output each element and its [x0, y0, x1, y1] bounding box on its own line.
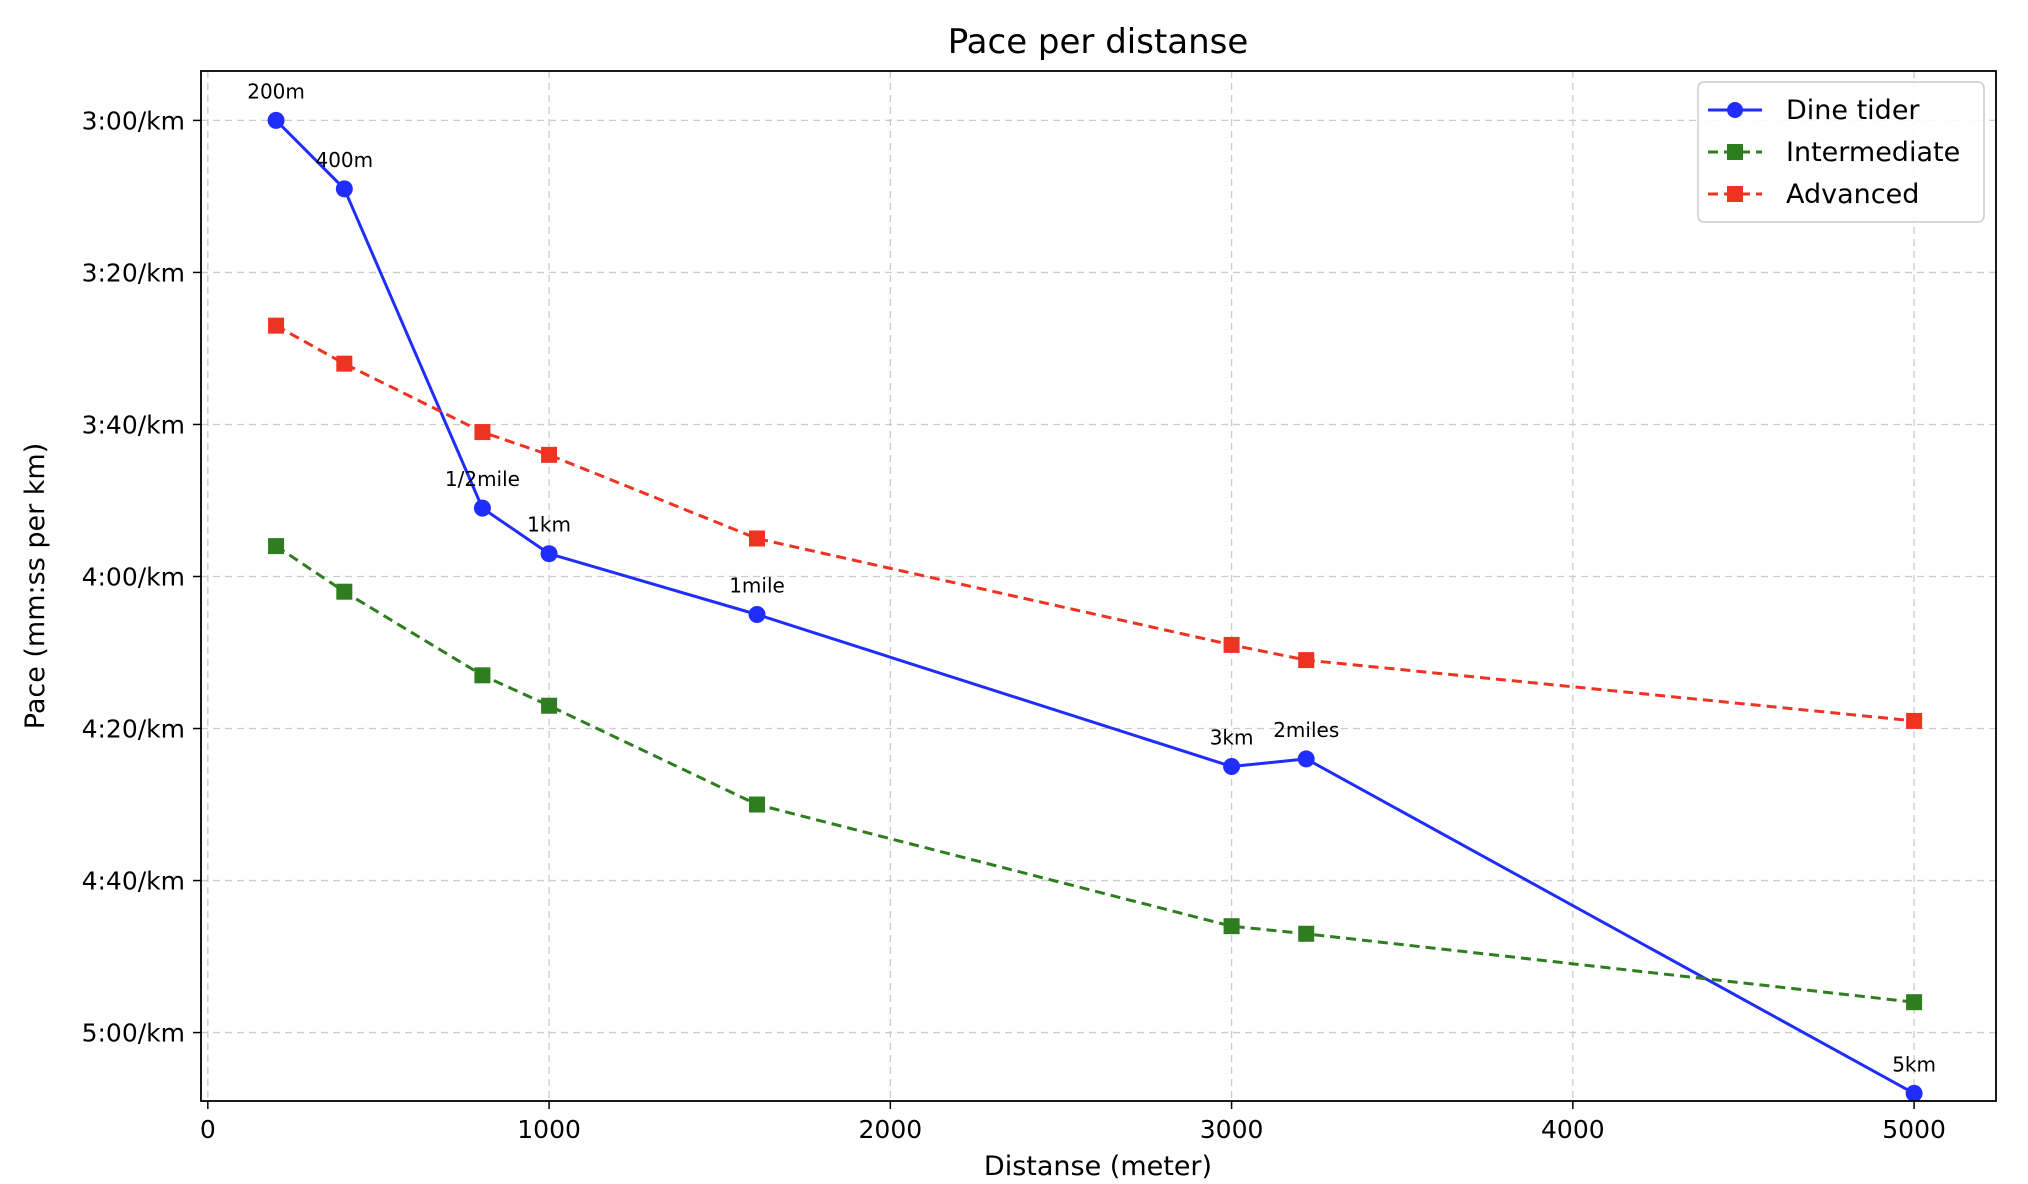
data-point-advanced: Advanced — 1mile: 3:55/km	[749, 530, 766, 547]
point-annotations: 200m 400m 1/2mile 1km 1mile 3km 2miles 5km	[247, 79, 1936, 1076]
point-annotation: 1km	[527, 513, 571, 537]
data-point-advanced: Advanced — 3km: 4:09/km	[1223, 636, 1240, 653]
y-tick-label: 4:40/km	[82, 867, 185, 896]
x-tick-label: 4000	[1541, 1115, 1605, 1144]
data-point-dine-tider: Dine tider — 5km: 5:08/km	[1905, 1084, 1923, 1102]
data-point-intermediate: Intermediate — 1/2mile: 4:13/km	[474, 667, 491, 684]
data-point-dine-tider: Dine tider — 1km: 3:57/km	[540, 545, 558, 563]
data-point-dine-tider: Dine tider — 1mile: 4:05/km	[748, 606, 766, 624]
x-tick-label: 3000	[1200, 1115, 1264, 1144]
point-annotation: 400m	[315, 148, 373, 172]
y-tick-label: 4:20/km	[82, 715, 185, 744]
y-axis-ticks: 3:00/km 3:20/km 3:40/km 4:00/km 4:20/km 4:40/…	[82, 106, 201, 1048]
point-annotation: 200m	[247, 79, 305, 103]
y-tick-label: 5:00/km	[82, 1019, 185, 1048]
series-line-dine-tider	[275, 119, 1915, 1095]
y-tick-label: 3:20/km	[82, 258, 185, 287]
legend-label-intermediate: Intermediate	[1786, 137, 1960, 168]
legend: Dine tider Intermediate Advanced	[1697, 81, 1985, 223]
y-axis-label: Pace (mm:ss per km)	[20, 443, 51, 730]
plot-frame	[200, 70, 1997, 1102]
point-annotation: 3km	[1210, 726, 1254, 750]
data-point-advanced: Advanced — 2miles: 4:11/km	[1298, 652, 1315, 669]
data-point-intermediate: Intermediate — 2miles: 4:47/km	[1298, 925, 1315, 942]
legend-label-advanced: Advanced	[1786, 179, 1919, 210]
point-annotation: 1/2mile	[445, 467, 520, 491]
chart-title: Pace per distanse	[948, 22, 1249, 62]
x-tick-label: 0	[200, 1115, 216, 1144]
y-tick-label: 4:00/km	[82, 562, 185, 591]
point-annotation: 1mile	[729, 574, 785, 598]
data-point-dine-tider: Dine tider — 1/2mile: 3:51/km	[473, 499, 491, 517]
legend-marker-dine-tider	[1727, 102, 1743, 118]
legend-box	[1697, 81, 1985, 223]
x-axis-ticks: 0 1000 2000 3000 4000 5000	[200, 1101, 1946, 1144]
point-annotation: 2miles	[1273, 718, 1339, 742]
series-line-advanced	[275, 324, 1915, 723]
data-point-advanced: Advanced — 1/2mile: 3:41/km	[474, 424, 491, 441]
data-point-advanced: Advanced — 200m: 3:27/km	[268, 317, 285, 334]
data-point-intermediate: Intermediate — 3km: 4:46/km	[1223, 918, 1240, 935]
data-point-intermediate: Intermediate — 400m: 4:02/km	[336, 583, 353, 600]
data-point-advanced: Advanced — 1km: 3:44/km	[541, 446, 558, 463]
data-point-advanced: Advanced — 5km: 4:19/km	[1906, 712, 1923, 729]
point-annotation: 5km	[1892, 1052, 1936, 1076]
data-point-dine-tider: Dine tider — 3km: 4:25/km	[1223, 758, 1241, 776]
data-point-advanced: Advanced — 400m: 3:32/km	[336, 355, 353, 372]
data-point-intermediate: Intermediate — 1km: 4:17/km	[541, 697, 558, 714]
data-point-dine-tider: Dine tider — 400m: 3:09/km	[335, 180, 353, 198]
data-point-intermediate: Intermediate — 5km: 4:56/km	[1906, 994, 1923, 1011]
data-point-intermediate: Intermediate — 1mile: 4:30/km	[749, 796, 766, 813]
y-tick-label: 3:00/km	[82, 106, 185, 135]
data-point-intermediate: Intermediate — 200m: 3:56/km	[268, 538, 285, 555]
x-tick-label: 1000	[517, 1115, 581, 1144]
data-point-dine-tider: Dine tider — 2miles: 4:24/km	[1297, 750, 1315, 768]
data-point-dine-tider: Dine tider — 200m: 3:00/km	[267, 111, 285, 129]
legend-label-dine-tider: Dine tider	[1786, 95, 1920, 126]
y-tick-label: 3:40/km	[82, 410, 185, 439]
x-axis-label: Distanse (meter)	[984, 1151, 1212, 1182]
x-tick-label: 5000	[1882, 1115, 1946, 1144]
legend-marker-advanced	[1727, 186, 1743, 202]
legend-marker-intermediate	[1727, 144, 1743, 160]
series-lines: Dine tider — 200m: 3:00/km Dine tider — 4…	[267, 111, 1923, 1102]
x-tick-label: 2000	[859, 1115, 923, 1144]
